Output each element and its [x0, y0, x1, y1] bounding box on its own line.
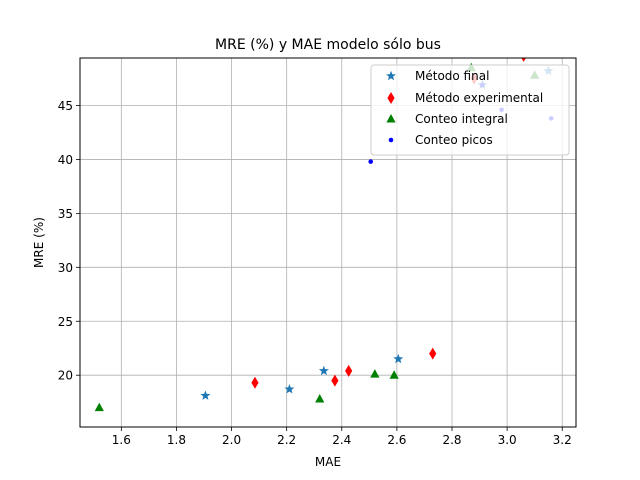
legend: Método final Método experimental Conteo … [370, 64, 570, 156]
legend-marker [386, 114, 396, 123]
data-point [284, 384, 295, 394]
legend-item-metodo-experimental: Método experimental [387, 91, 543, 105]
data-point [389, 370, 399, 379]
legend-marker [387, 92, 395, 104]
x-tick-label: 1.8 [167, 433, 186, 447]
y-axis-ticks: 20 25 30 35 40 45 [58, 99, 80, 383]
x-tick-label: 2.4 [332, 433, 351, 447]
data-point [251, 376, 259, 389]
x-tick-label: 2.2 [277, 433, 296, 447]
legend-marker [388, 137, 394, 143]
data-point [521, 58, 526, 62]
data-point [345, 364, 353, 377]
x-tick-label: 2.0 [222, 433, 241, 447]
legend-label: Conteo picos [415, 133, 493, 147]
x-tick-label: 1.6 [112, 433, 131, 447]
legend-marker-star-icon [386, 70, 396, 81]
x-tick-label: 2.8 [442, 433, 461, 447]
x-tick-label: 2.6 [387, 433, 406, 447]
data-point [318, 365, 329, 376]
legend-marker-dot-icon [388, 137, 394, 143]
x-axis-label: MAE [315, 455, 341, 469]
legend-label: Método experimental [415, 91, 543, 105]
legend-marker [386, 70, 396, 81]
data-point [315, 393, 325, 403]
legend-marker-diamond-icon [387, 92, 395, 104]
y-tick-label: 35 [58, 207, 73, 221]
x-tick-label: 3.2 [553, 433, 572, 447]
data-point [429, 347, 437, 360]
data-point [393, 353, 404, 364]
legend-item-conteo-picos: Conteo picos [388, 133, 493, 147]
legend-item-conteo-integral: Conteo integral [386, 112, 508, 126]
y-tick-label: 25 [58, 315, 73, 329]
y-tick-label: 45 [58, 99, 73, 113]
legend-label: Método final [415, 69, 489, 83]
x-axis-ticks: 1.6 1.8 2.0 2.2 2.4 2.6 2.8 3.0 3.2 [112, 427, 572, 447]
legend-box [370, 64, 570, 156]
data-point [200, 390, 211, 400]
y-tick-label: 40 [58, 153, 73, 167]
data-point [370, 369, 380, 378]
data-point [368, 159, 374, 164]
y-axis-label: MRE (%) [32, 217, 46, 268]
data-point [331, 374, 339, 387]
y-tick-label: 20 [58, 369, 73, 383]
data-point [94, 402, 104, 412]
plot-frame [79, 57, 577, 428]
chart-title: MRE (%) y MAE modelo sólo bus [215, 37, 441, 53]
legend-label: Conteo integral [415, 112, 508, 126]
x-tick-label: 3.0 [498, 433, 517, 447]
legend-marker-triangle-icon [386, 114, 396, 123]
y-tick-label: 30 [58, 261, 73, 275]
legend-item-metodo-final: Método final [386, 69, 489, 83]
